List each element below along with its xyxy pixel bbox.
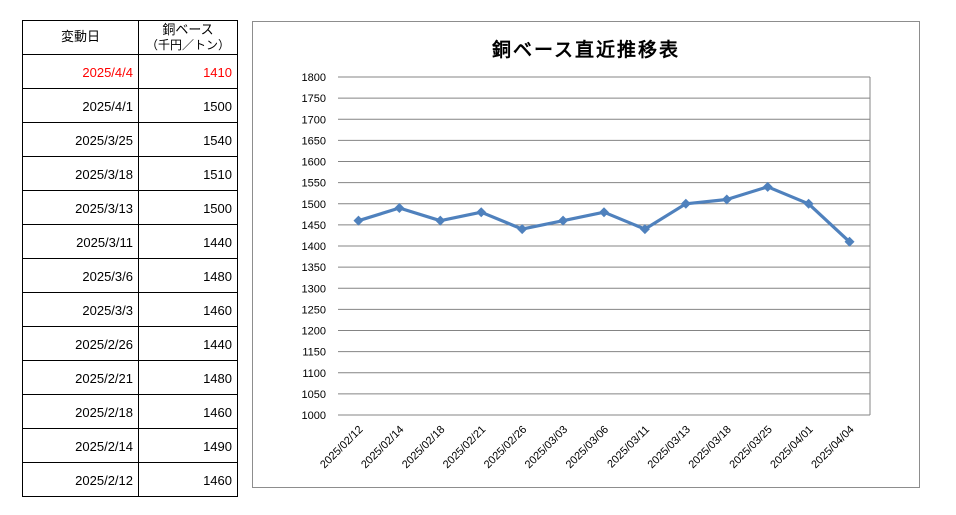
value-cell[interactable]: 1480	[138, 258, 238, 293]
table-row: 2025/2/18 1460	[22, 394, 238, 429]
table-row: 2025/3/18 1510	[22, 156, 238, 191]
date-cell[interactable]: 2025/4/1	[22, 88, 139, 123]
svg-text:2025/04/01: 2025/04/01	[768, 424, 815, 471]
svg-text:1600: 1600	[302, 157, 326, 169]
svg-text:2025/03/03: 2025/03/03	[523, 424, 570, 471]
value-cell[interactable]: 1540	[138, 122, 238, 157]
table-row: 2025/3/3 1460	[22, 292, 238, 327]
svg-text:1550: 1550	[302, 178, 326, 190]
date-cell[interactable]: 2025/3/6	[22, 258, 139, 293]
header-value-cell[interactable]: 銅ベース （千円／トン）	[138, 20, 238, 55]
value-cell[interactable]: 1460	[138, 292, 238, 327]
svg-text:1450: 1450	[302, 220, 326, 232]
table-row: 2025/2/12 1460	[22, 462, 238, 497]
svg-text:2025/02/14: 2025/02/14	[359, 424, 406, 471]
date-cell[interactable]: 2025/3/3	[22, 292, 139, 327]
svg-text:1500: 1500	[302, 199, 326, 211]
table-row: 2025/3/11 1440	[22, 224, 238, 259]
date-cell[interactable]: 2025/2/26	[22, 326, 139, 361]
table-row: 2025/2/14 1490	[22, 428, 238, 463]
chart-frame[interactable]: 銅ベース直近推移表 1000 1050 1100 1150 1200 1250 1300 13…	[252, 21, 920, 488]
chart-plot-area: 1000 1050 1100 1150 1200 1250 1300 1350 1400 1450…	[302, 72, 871, 471]
table-row: 2025/2/21 1480	[22, 360, 238, 395]
svg-text:1200: 1200	[302, 326, 326, 338]
date-cell[interactable]: 2025/3/11	[22, 224, 139, 259]
table-row: 2025/2/26 1440	[22, 326, 238, 361]
svg-text:1750: 1750	[302, 93, 326, 105]
value-cell[interactable]: 1490	[138, 428, 238, 463]
svg-text:1350: 1350	[302, 262, 326, 274]
svg-text:1300: 1300	[302, 283, 326, 295]
date-cell[interactable]: 2025/3/25	[22, 122, 139, 157]
svg-text:1400: 1400	[302, 241, 326, 253]
chart-title: 銅ベース直近推移表	[491, 40, 681, 61]
table-row: 2025/3/6 1480	[22, 258, 238, 293]
date-cell[interactable]: 2025/2/14	[22, 428, 139, 463]
svg-text:2025/04/04: 2025/04/04	[809, 424, 856, 471]
date-cell[interactable]: 2025/2/21	[22, 360, 139, 395]
svg-text:1050: 1050	[302, 389, 326, 401]
date-cell[interactable]: 2025/2/18	[22, 394, 139, 429]
value-cell[interactable]: 1500	[138, 190, 238, 225]
svg-text:1150: 1150	[302, 347, 326, 359]
value-cell[interactable]: 1410	[138, 54, 238, 89]
svg-text:2025/03/25: 2025/03/25	[727, 424, 774, 471]
table-row: 2025/3/13 1500	[22, 190, 238, 225]
svg-text:1800: 1800	[302, 72, 326, 84]
table-header-row: 変動日 銅ベース （千円／トン）	[22, 20, 238, 55]
svg-text:2025/02/12: 2025/02/12	[318, 424, 365, 471]
date-cell[interactable]: 2025/2/12	[22, 462, 139, 497]
table-row: 2025/3/25 1540	[22, 122, 238, 157]
value-cell[interactable]: 1510	[138, 156, 238, 191]
value-cell[interactable]: 1440	[138, 224, 238, 259]
svg-text:2025/03/13: 2025/03/13	[646, 424, 693, 471]
table-row: 2025/4/1 1500	[22, 88, 238, 123]
svg-text:1250: 1250	[302, 304, 326, 316]
value-cell[interactable]: 1460	[138, 462, 238, 497]
date-cell[interactable]: 2025/4/4	[22, 54, 139, 89]
date-cell[interactable]: 2025/3/18	[22, 156, 139, 191]
value-cell[interactable]: 1480	[138, 360, 238, 395]
svg-text:2025/02/26: 2025/02/26	[482, 424, 529, 471]
svg-text:2025/02/21: 2025/02/21	[441, 424, 488, 471]
value-cell[interactable]: 1440	[138, 326, 238, 361]
date-cell[interactable]: 2025/3/13	[22, 190, 139, 225]
svg-text:1650: 1650	[302, 135, 326, 147]
svg-text:2025/03/18: 2025/03/18	[686, 424, 733, 471]
table-row: 2025/4/4 1410	[22, 54, 238, 89]
svg-text:1100: 1100	[302, 368, 326, 380]
value-cell[interactable]: 1500	[138, 88, 238, 123]
header-date-cell[interactable]: 変動日	[22, 20, 139, 55]
header-value-line2: （千円／トン）	[145, 38, 230, 53]
svg-text:2025/03/06: 2025/03/06	[564, 424, 611, 471]
value-cell[interactable]: 1460	[138, 394, 238, 429]
header-value-line1: 銅ベース	[162, 21, 214, 37]
svg-text:2025/02/18: 2025/02/18	[400, 424, 447, 471]
svg-text:1000: 1000	[302, 410, 326, 422]
price-table: 変動日 銅ベース （千円／トン） 2025/4/4 1410 2025/4/1 150…	[22, 20, 238, 497]
svg-text:1700: 1700	[302, 114, 326, 126]
svg-text:2025/03/11: 2025/03/11	[605, 424, 652, 471]
